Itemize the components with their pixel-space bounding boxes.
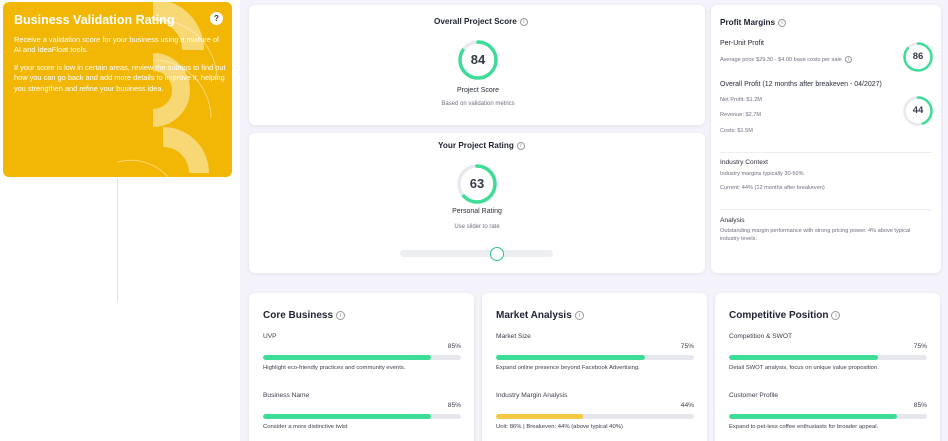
info-icon[interactable]: i bbox=[831, 310, 841, 320]
metric-note: Expand to pet-less coffee enthusiasts fo… bbox=[729, 424, 879, 430]
left-column: Business Validation Rating ? Receive a v… bbox=[0, 0, 240, 441]
analysis-title: Analysis bbox=[720, 217, 745, 224]
metric-note: Highlight eco-friendly practices and com… bbox=[263, 365, 406, 371]
divider bbox=[117, 178, 118, 303]
decorative-arcs bbox=[3, 2, 218, 177]
divider bbox=[720, 152, 932, 153]
metric-name: UVP bbox=[263, 333, 277, 340]
per-unit-desc: Average price $29.30 - $4.00 base costs … bbox=[720, 56, 852, 63]
metric-name: Competition & SWOT bbox=[729, 333, 793, 340]
metric-name: Industry Margin Analysis bbox=[496, 392, 568, 399]
metric-note: Consider a more distinctive twist bbox=[263, 424, 348, 430]
progress-bar bbox=[496, 414, 694, 419]
overall-score-label: Project Score bbox=[456, 87, 500, 94]
market-analysis-card: Market Analysis i Market Size 75% Expand … bbox=[482, 293, 707, 441]
competitive-position-card: Competitive Position i Competition & SWOT… bbox=[715, 293, 940, 441]
metric-percent: 75% bbox=[913, 343, 927, 350]
overall-profit-score: 44 bbox=[912, 105, 924, 116]
promo-paragraph-2: If your score is low in certain areas, r… bbox=[14, 63, 226, 93]
metric-percent: 44% bbox=[680, 402, 694, 409]
rating-slider-thumb[interactable] bbox=[490, 247, 504, 261]
profit-margins-card: Profit Margins i Per-Unit Profit Average … bbox=[711, 5, 941, 273]
net-profit: Net Profit: $1.2M bbox=[720, 97, 762, 103]
project-rating-card: Your Project Rating i 63 Personal Rating … bbox=[249, 133, 705, 273]
analysis-line-1: Outstanding margin performance with stro… bbox=[720, 228, 911, 234]
progress-bar bbox=[496, 355, 694, 360]
market-analysis-title: Market Analysis i bbox=[496, 310, 584, 321]
metric-percent: 85% bbox=[447, 402, 461, 409]
competitive-position-title: Competitive Position i bbox=[729, 310, 841, 321]
metric-name: Customer Profile bbox=[729, 392, 779, 399]
analysis-line-2: industry levels. bbox=[720, 236, 757, 242]
overall-score-sub: Based on validation metrics bbox=[441, 101, 515, 107]
project-rating-sub: Use slider to rate bbox=[454, 224, 500, 230]
progress-bar bbox=[263, 355, 461, 360]
promo-paragraph-1: Receive a validation score for your busi… bbox=[14, 35, 219, 55]
overall-profit-gauge bbox=[903, 96, 933, 126]
overall-profit-title: Overall Profit (12 months after breakeve… bbox=[720, 81, 882, 88]
info-icon[interactable]: i bbox=[844, 56, 852, 63]
divider bbox=[720, 209, 932, 210]
metric-note: Detail SWOT analysis, focus on unique va… bbox=[729, 365, 879, 371]
promo-title: Business Validation Rating bbox=[14, 13, 175, 27]
industry-context-title: Industry Context bbox=[720, 159, 769, 166]
info-icon[interactable]: i bbox=[519, 17, 528, 26]
info-icon[interactable]: i bbox=[778, 18, 787, 27]
metric-percent: 75% bbox=[680, 343, 694, 350]
industry-line-2: Current: 44% (12 months after breakeven) bbox=[720, 185, 825, 191]
costs: Costs: $1.5M bbox=[720, 128, 753, 134]
metric-note: Expand online presence beyond Facebook A… bbox=[496, 365, 640, 371]
overall-score-gauge bbox=[458, 40, 498, 80]
revenue: Revenue: $2.7M bbox=[720, 112, 762, 118]
progress-bar bbox=[263, 414, 461, 419]
info-icon[interactable]: i bbox=[516, 141, 525, 150]
project-rating-gauge bbox=[457, 164, 497, 204]
validation-info-card: Business Validation Rating ? Receive a v… bbox=[3, 2, 232, 177]
info-icon[interactable]: i bbox=[336, 310, 346, 320]
per-unit-title: Per-Unit Profit bbox=[720, 40, 764, 47]
per-unit-score: 86 bbox=[912, 51, 924, 62]
help-icon[interactable]: ? bbox=[210, 12, 223, 25]
overall-score-value: 84 bbox=[470, 52, 486, 67]
per-unit-gauge bbox=[903, 42, 933, 72]
rating-slider-track[interactable] bbox=[400, 250, 553, 257]
profit-margins-title: Profit Margins i bbox=[720, 18, 787, 27]
industry-line-1: Industry margins typically 30-50% bbox=[720, 171, 804, 177]
project-rating-value: 63 bbox=[469, 176, 485, 191]
project-rating-label: Personal Rating bbox=[452, 208, 502, 215]
project-rating-title: Your Project Rating i bbox=[438, 141, 525, 150]
overall-score-title: Overall Project Score i bbox=[434, 17, 528, 26]
metric-name: Business Name bbox=[263, 392, 310, 399]
core-business-title: Core Business i bbox=[263, 310, 346, 321]
metric-name: Market Size bbox=[496, 333, 531, 340]
core-business-card: Core Business i UVP 85% Highlight eco-fri… bbox=[249, 293, 474, 441]
progress-bar bbox=[729, 414, 927, 419]
metric-note: Unit: 86% | Breakeven: 44% (above typica… bbox=[496, 424, 623, 430]
metric-percent: 85% bbox=[447, 343, 461, 350]
overall-score-card: Overall Project Score i 84 Project Score … bbox=[249, 5, 705, 125]
metric-percent: 85% bbox=[913, 402, 927, 409]
info-icon[interactable]: i bbox=[574, 310, 584, 320]
progress-bar bbox=[729, 355, 927, 360]
